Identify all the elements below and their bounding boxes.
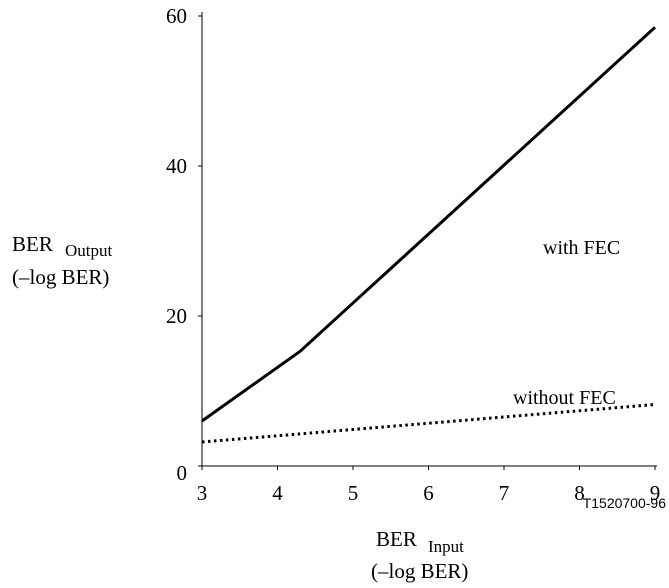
with-fec-label: with FEC [543,237,620,259]
x-tick-label: 6 [423,481,434,505]
x-tick-label: 9 [650,481,661,505]
x-tick-label: 5 [348,481,359,505]
y-tick-label: 20 [166,304,187,328]
x-axis-label-main: BER [376,527,417,551]
y-axis-label-main: BER [12,232,53,256]
y-tick-label: 0 [177,461,188,485]
x-tick-label: 7 [499,481,510,505]
x-tick-label: 3 [197,481,208,505]
y-tick-label: 60 [166,4,187,28]
y-axis-label-sub: Output [65,241,113,260]
y-axis-label-unit: (–log BER) [12,265,109,289]
x-axis-label-sub: Input [428,537,464,556]
x-axis-label-unit: (–log BER) [371,559,468,583]
x-tick-label: 4 [272,481,283,505]
x-tick-label: 8 [574,481,585,505]
y-tick-label: 40 [166,154,187,178]
without-fec-label: without FEC [513,387,616,409]
without-fec-line [201,403,656,444]
with-fec-line [201,26,657,423]
figure-reference: T1520700-96 [583,495,667,511]
